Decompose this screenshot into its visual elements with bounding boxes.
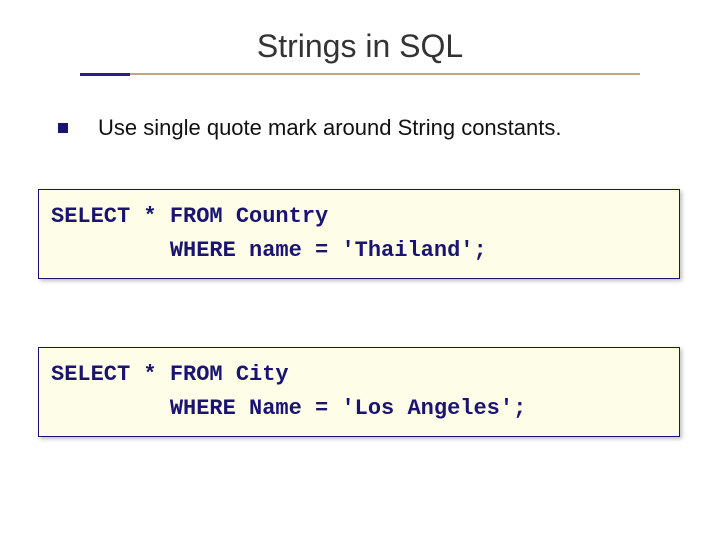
code-line: WHERE Name = 'Los Angeles'; [51,392,667,426]
slide-title: Strings in SQL [257,28,463,71]
code-line: WHERE name = 'Thailand'; [51,234,667,268]
code-line: SELECT * FROM Country [51,200,667,234]
underline-base [80,73,640,75]
code-box-1: SELECT * FROM Country WHERE name = 'Thai… [38,189,680,279]
title-area: Strings in SQL [0,0,720,75]
bullet-text: Use single quote mark around String cons… [98,115,561,141]
bullet-marker-icon [58,123,68,133]
underline-accent [80,73,130,76]
code-box-2: SELECT * FROM City WHERE Name = 'Los Ang… [38,347,680,437]
bullet-row: Use single quote mark around String cons… [0,115,720,141]
title-underline [80,73,640,75]
code-line: SELECT * FROM City [51,358,667,392]
